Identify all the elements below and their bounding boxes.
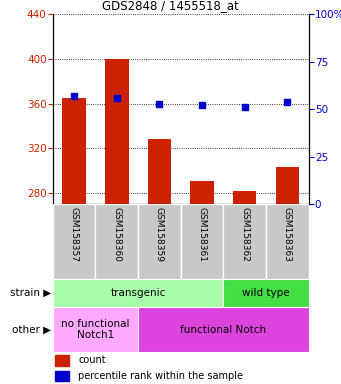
Bar (233, 191, 256, 204)
Text: GDS2848 / 1455518_at: GDS2848 / 1455518_at (102, 0, 239, 12)
Bar (148, 139, 171, 204)
Bar (53, 279, 223, 307)
Text: count: count (78, 356, 106, 366)
Text: GSM158362: GSM158362 (240, 207, 249, 262)
Bar (276, 167, 299, 204)
Text: transgenic: transgenic (110, 288, 166, 298)
Text: GSM158361: GSM158361 (197, 207, 207, 262)
Bar (95, 204, 138, 279)
Point (72, 93, 77, 99)
Text: GSM158363: GSM158363 (283, 207, 292, 262)
Bar (223, 279, 309, 307)
Text: functional Notch: functional Notch (180, 324, 266, 335)
Point (199, 103, 205, 109)
Bar (266, 204, 309, 279)
Point (157, 101, 162, 107)
Bar (138, 307, 309, 352)
Point (285, 99, 290, 105)
Bar (53, 204, 95, 279)
Bar (55, 371, 70, 381)
Text: percentile rank within the sample: percentile rank within the sample (78, 371, 243, 381)
Bar (138, 204, 181, 279)
Text: no functional
Notch1: no functional Notch1 (61, 319, 130, 341)
Text: wild type: wild type (242, 288, 290, 298)
Text: GSM158357: GSM158357 (70, 207, 79, 262)
Text: other ▶: other ▶ (12, 324, 51, 335)
Point (114, 95, 120, 101)
Bar (190, 181, 214, 204)
Text: strain ▶: strain ▶ (10, 288, 51, 298)
Bar (62, 98, 86, 204)
Bar (53, 307, 138, 352)
Bar (181, 204, 223, 279)
Text: GSM158360: GSM158360 (112, 207, 121, 262)
Bar (105, 59, 129, 204)
Text: GSM158359: GSM158359 (155, 207, 164, 262)
Point (242, 104, 248, 111)
Bar (223, 204, 266, 279)
Bar (55, 355, 70, 366)
